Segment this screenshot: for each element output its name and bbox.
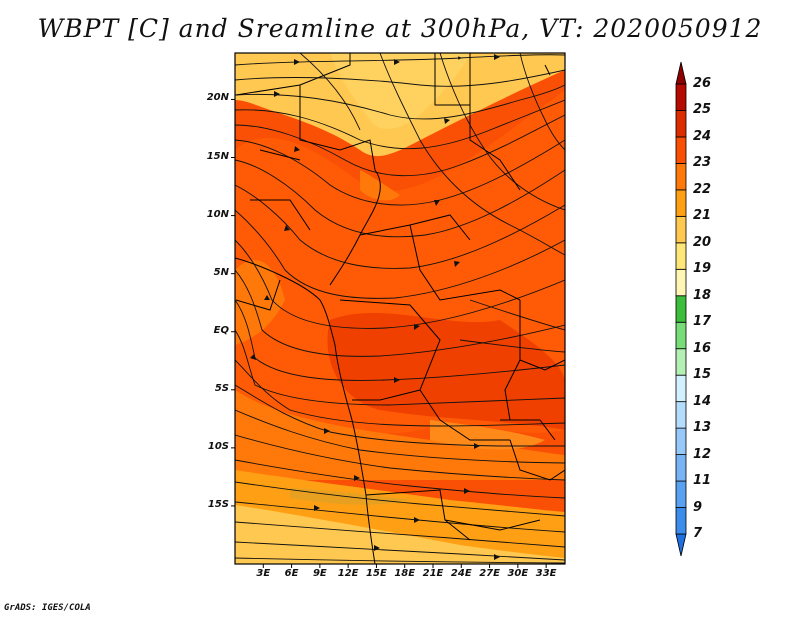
- plot-frame: [231, 52, 566, 568]
- colorbar-label: 16: [693, 340, 712, 356]
- colorbar-label: 19: [693, 261, 712, 277]
- lon-label: 33E: [535, 568, 557, 579]
- colorbar-swatch: [675, 427, 687, 455]
- lat-label: 20N: [206, 92, 229, 104]
- colorbar-label: 13: [693, 420, 712, 436]
- colorbar-label: 7: [693, 526, 703, 541]
- colorbar-swatch: [675, 374, 687, 403]
- colorbar-swatch: [675, 507, 687, 535]
- lon-label: 3E: [256, 568, 271, 579]
- lon-label: 21E: [422, 568, 444, 579]
- lat-label: 10S: [207, 440, 229, 452]
- colorbar-swatch: [675, 110, 687, 138]
- colorbar-swatch: [675, 480, 687, 508]
- colorbar-label: 11: [693, 473, 712, 489]
- colorbar-swatch: [675, 136, 687, 164]
- colorbar-label: 12: [693, 446, 712, 462]
- colorbar-label: 21: [693, 208, 712, 224]
- lon-label: 15E: [366, 568, 387, 579]
- colorbar-swatch: [675, 242, 687, 270]
- colorbar-label: 14: [693, 393, 712, 409]
- colorbar-label: 26: [693, 76, 712, 91]
- colorbar-swatch: [675, 189, 687, 217]
- colorbar-label: 23: [693, 155, 712, 171]
- colorbar-label: 15: [693, 367, 712, 383]
- colorbar-label: 18: [693, 287, 712, 303]
- colorbar-swatch: [675, 83, 687, 111]
- colorbar-swatch: [675, 163, 687, 191]
- colorbar-swatch: [675, 215, 687, 244]
- lon-label: 27E: [479, 568, 500, 579]
- colorbar-label: 24: [693, 128, 712, 144]
- colorbar-swatch: [675, 454, 687, 482]
- colorbar-swatch: [675, 401, 687, 429]
- lat-label: 15N: [206, 150, 229, 162]
- lon-label: 18E: [394, 568, 416, 579]
- colorbar: [675, 61, 687, 557]
- credit-text: GrADS: IGES/COLA: [4, 603, 91, 613]
- streamlines: [235, 53, 565, 564]
- lat-label: 15S: [207, 498, 229, 510]
- lon-label: 9E: [312, 568, 327, 579]
- lat-label: 10N: [206, 208, 229, 220]
- colorbar-swatch: [675, 321, 687, 350]
- colorbar-label: 25: [693, 102, 712, 118]
- colorbar-lower-triangle: [675, 533, 687, 557]
- colorbar-upper-triangle: [675, 61, 687, 85]
- chart-title: WBPT [C] and Sreamline at 300hPa, VT: 20…: [37, 14, 763, 43]
- lat-label: EQ: [213, 324, 229, 336]
- lon-label: 6E: [284, 568, 299, 579]
- lon-label: 30E: [507, 568, 529, 579]
- colorbar-label: 9: [693, 499, 703, 515]
- lon-label: 24E: [450, 568, 472, 579]
- colorbar-label: 17: [693, 314, 712, 330]
- colorbar-label: 20: [693, 234, 712, 250]
- colorbar-swatch: [675, 268, 687, 297]
- colorbar-swatch: [675, 295, 687, 323]
- lat-label: 5S: [214, 382, 229, 394]
- lat-label: 5N: [213, 266, 229, 278]
- lon-label: 12E: [337, 568, 359, 579]
- streamline-arrows: [250, 54, 500, 560]
- country-borders: [235, 53, 565, 564]
- wbpt-field: [235, 53, 565, 564]
- colorbar-swatch: [675, 348, 687, 376]
- colorbar-label: 22: [693, 181, 712, 197]
